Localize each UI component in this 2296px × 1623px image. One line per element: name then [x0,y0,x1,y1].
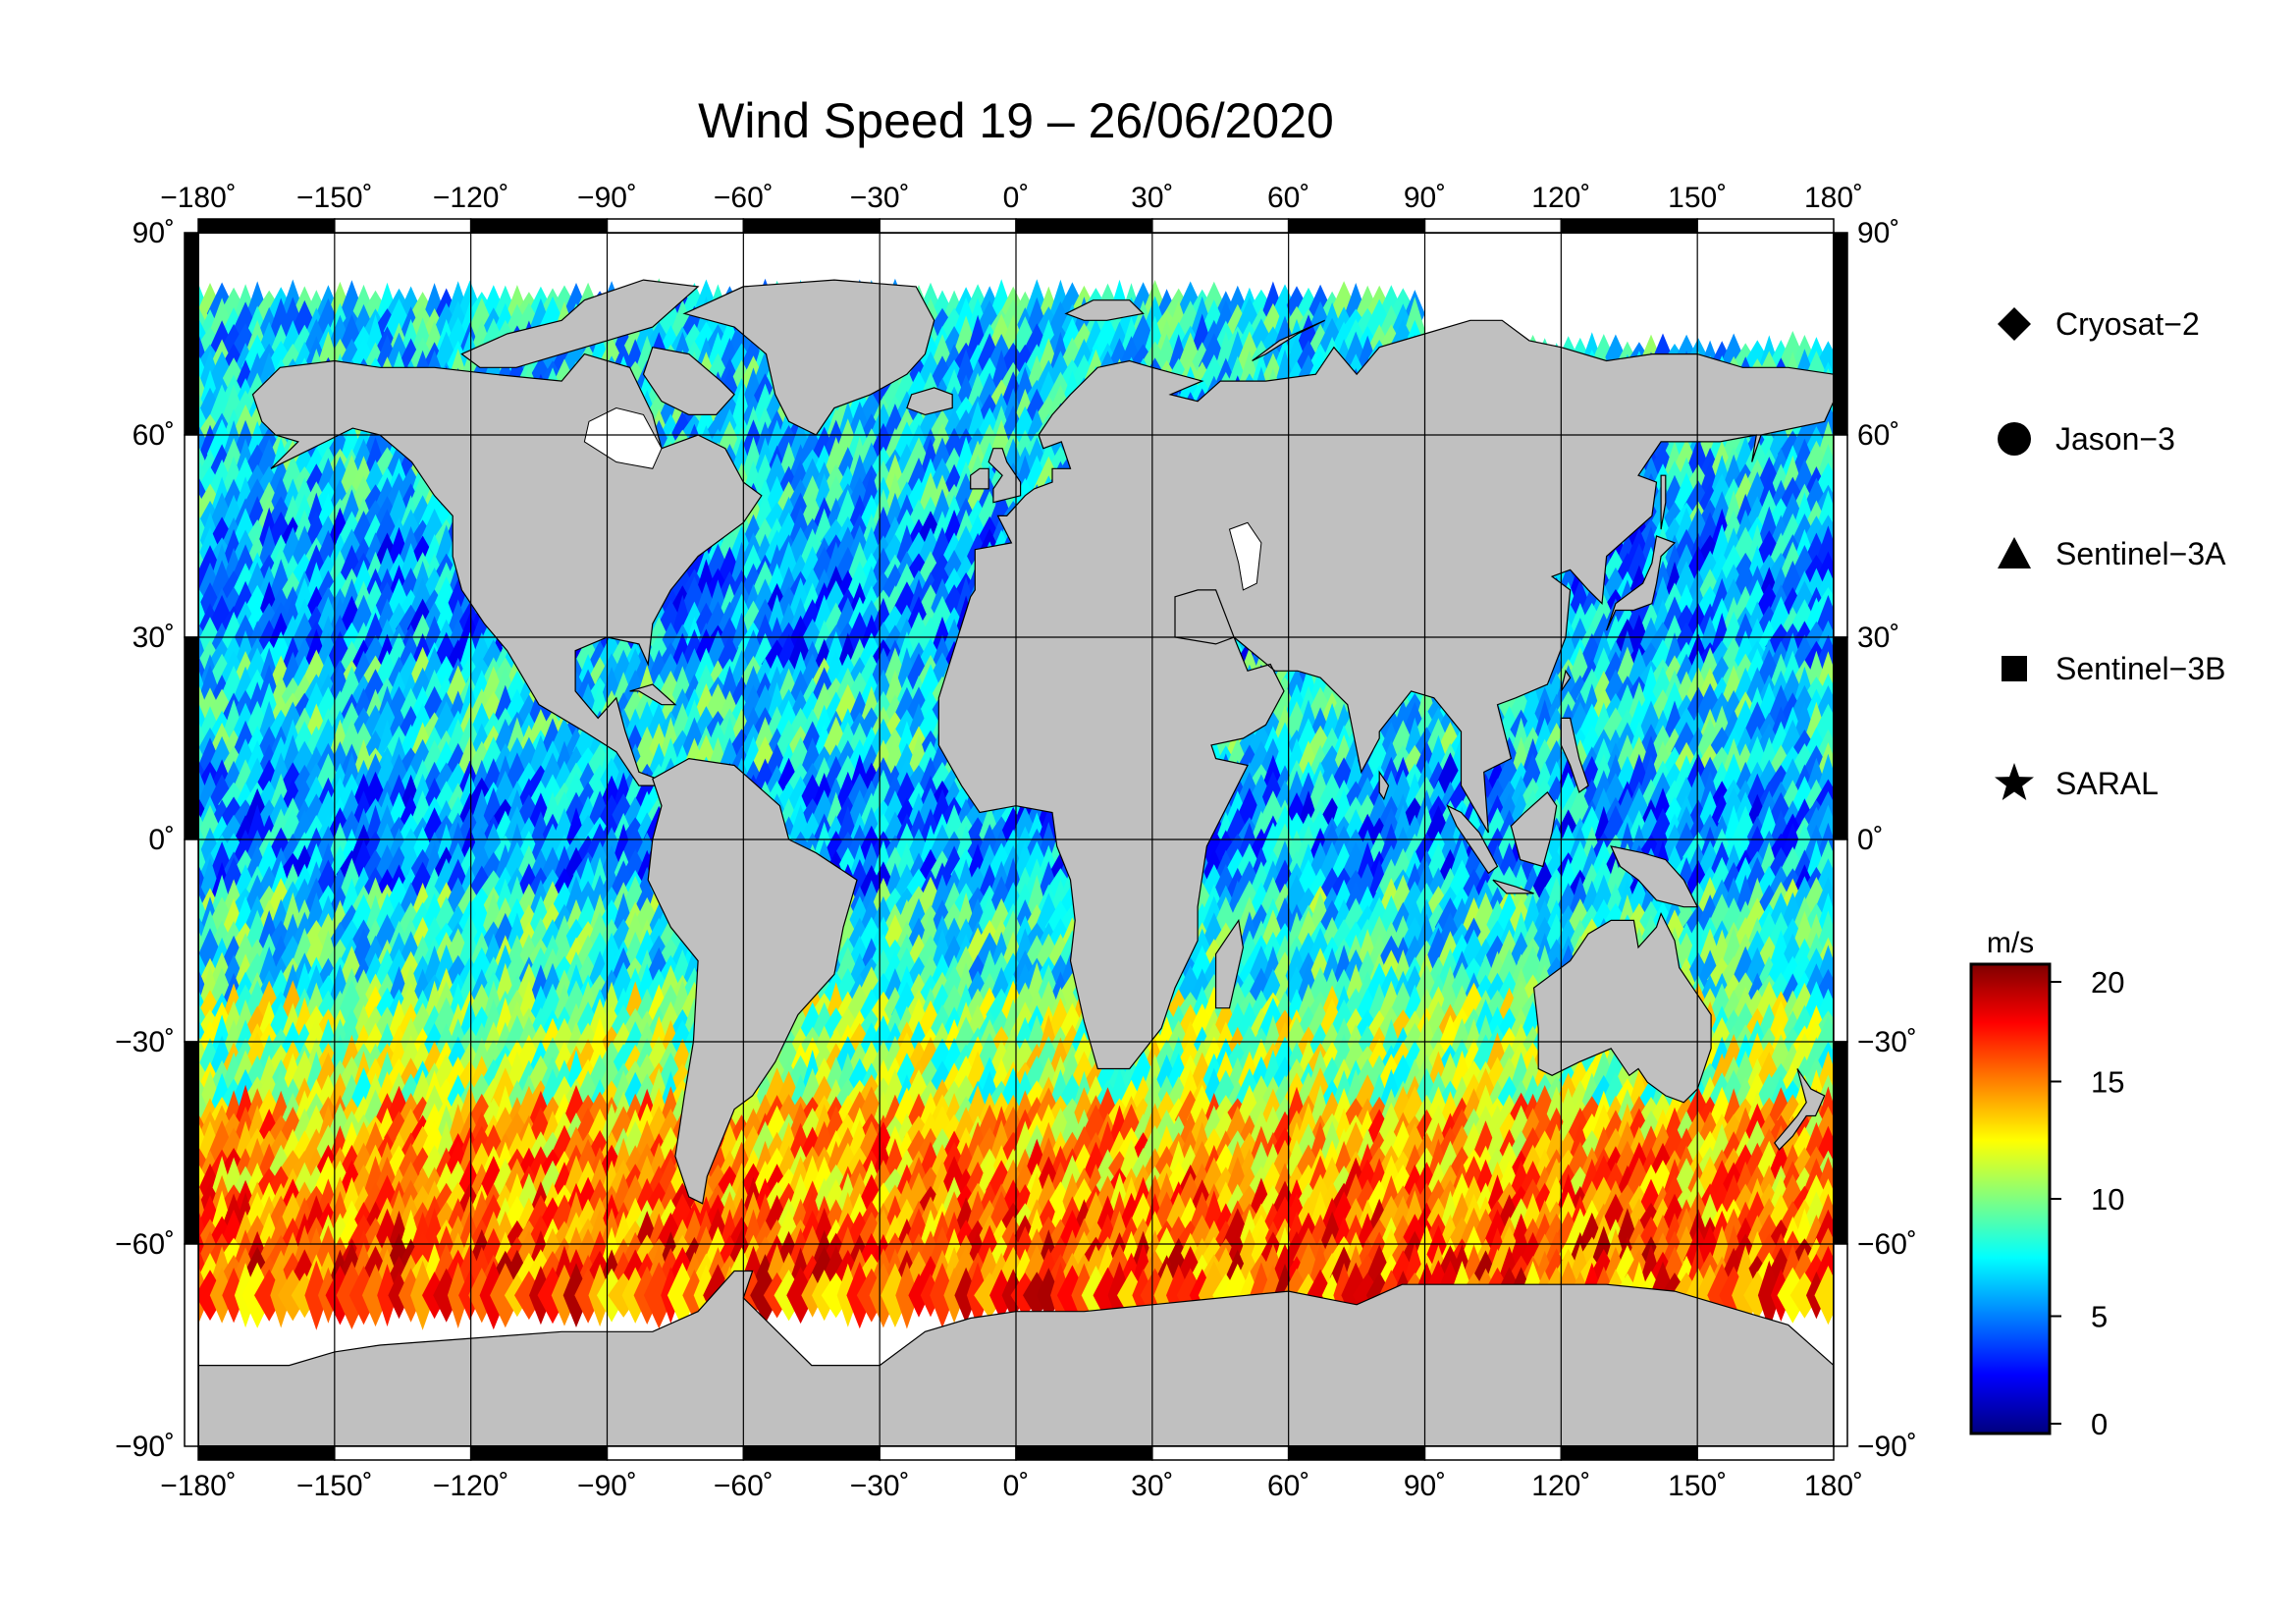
map-plot-area [198,233,1834,1446]
map-title: Wind Speed 19 – 26/06/2020 [698,93,1334,148]
